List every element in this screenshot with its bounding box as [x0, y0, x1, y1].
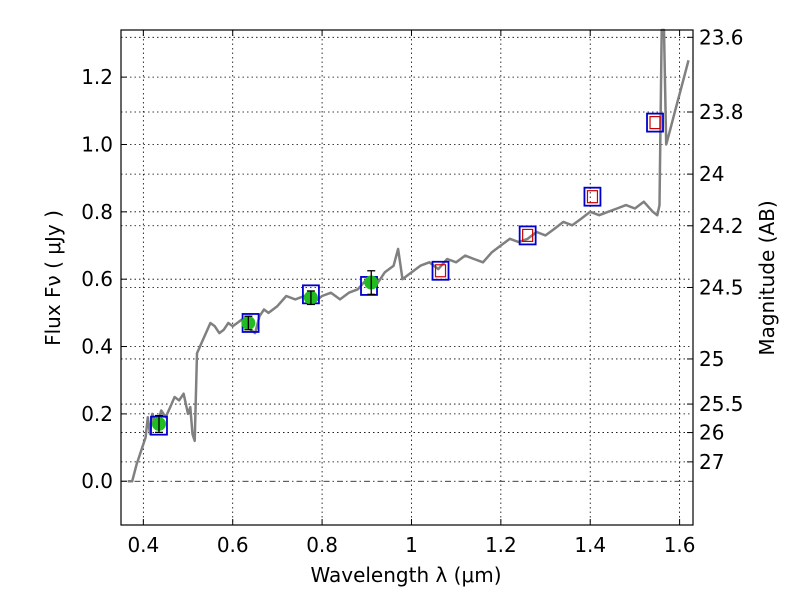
y-tick-label: 0.6	[81, 267, 113, 291]
model-flux-box-nir	[518, 225, 537, 246]
mag-tick-label: 23.6	[699, 25, 744, 49]
mag-tick-label: 24.5	[699, 275, 744, 299]
x-tick-label: 0.4	[127, 533, 159, 557]
sed-model-line	[127, 28, 690, 483]
model-flux-box-nir	[431, 260, 450, 281]
y-tick-label: 0.2	[81, 402, 113, 426]
mag-tick-label: 24.2	[699, 214, 744, 238]
x-tick-label: 1.4	[574, 533, 606, 557]
y-tick-label: 0.0	[81, 469, 113, 493]
model-flux-box-inner	[649, 116, 661, 130]
model-flux-box-inner	[434, 264, 447, 278]
tick-labels: 0.4 0.6 0.8 1 1.2 1.4 1.6 0.0 0.2 0.4 0.6 0.8 1.0 1.2…	[81, 25, 743, 557]
x-tick-label: 0.8	[306, 533, 338, 557]
y-tick-label: 0.8	[81, 200, 113, 224]
mag-tick-label: 24	[699, 162, 724, 186]
mag-tick-label: 26	[699, 421, 724, 445]
y-tick-label: 1.2	[81, 65, 113, 89]
mag-tick-label: 27	[699, 450, 724, 474]
axis-ticks	[121, 30, 693, 525]
model-flux-box-inner	[522, 228, 534, 243]
x-tick-label: 1.6	[664, 533, 696, 557]
grid	[121, 30, 693, 525]
model-flux-box-nir	[583, 186, 602, 207]
y-axis-label: Flux Fν ( μJy )	[41, 210, 65, 346]
model-flux-box-nir	[646, 112, 664, 133]
plot-frame	[120, 29, 694, 526]
photometry-marks	[150, 112, 664, 436]
mag-tick-label: 25.5	[699, 392, 744, 416]
x-tick-label: 0.6	[217, 533, 249, 557]
x-tick-label: 1	[405, 533, 418, 557]
x-tick-label: 1.2	[485, 533, 517, 557]
y-tick-label: 0.4	[81, 335, 113, 359]
mag-tick-label: 23.8	[699, 100, 744, 124]
y-tick-label: 1.0	[81, 132, 113, 156]
model-flux-box-inner	[586, 190, 599, 204]
magnitude-axis-label: Magnitude (AB)	[755, 200, 779, 355]
x-axis-label: Wavelength λ (μm)	[310, 563, 501, 587]
mag-tick-label: 25	[699, 347, 724, 371]
